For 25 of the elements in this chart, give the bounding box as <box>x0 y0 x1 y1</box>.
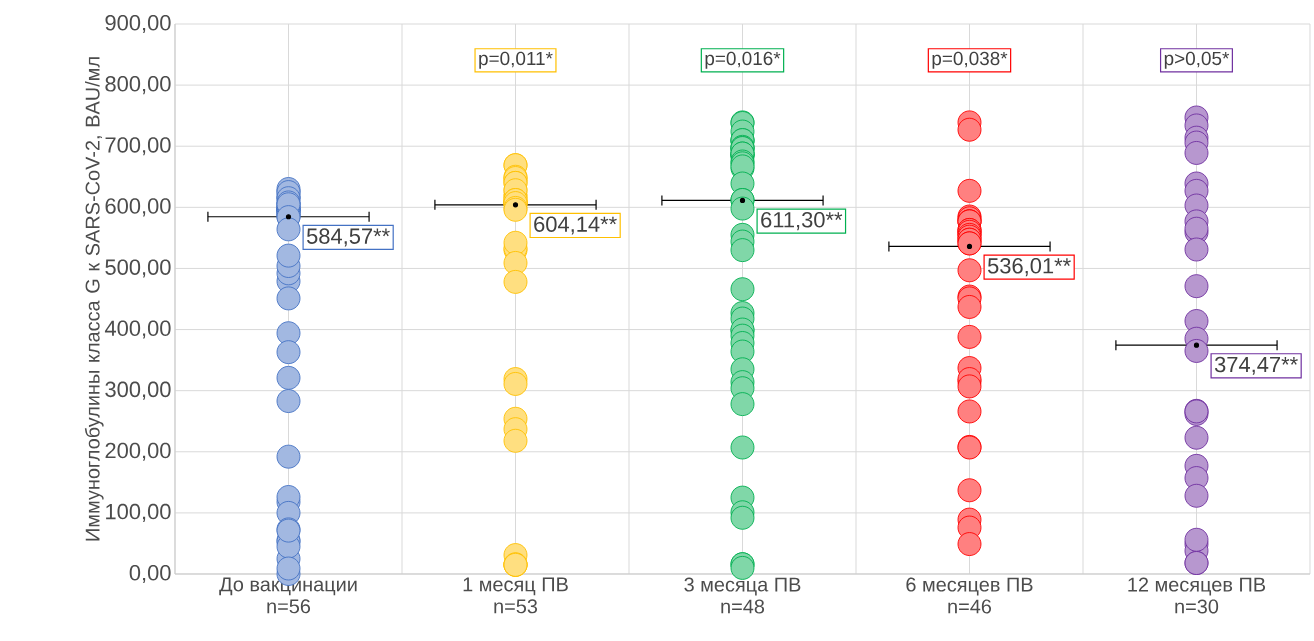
data-label: 584,57** <box>306 228 390 247</box>
y-tick-label: 300,00 <box>105 381 171 400</box>
y-tick-label: 800,00 <box>105 76 171 95</box>
annotation: p=0,016* <box>705 51 781 69</box>
data-label: 604,14** <box>534 216 617 235</box>
y-tick-label: 700,00 <box>105 137 171 156</box>
x-tick-label: 1 месяц ПВ n=53 <box>463 577 568 614</box>
y-tick-label: 600,00 <box>105 198 171 217</box>
x-tick-label: 12 месяцев ПВ n=30 <box>1128 577 1266 614</box>
y-tick-label: 0,00 <box>129 564 171 584</box>
annotation: p=0,038* <box>932 51 1008 69</box>
y-tick-label: 500,00 <box>105 259 171 278</box>
y-tick-label: 200,00 <box>105 442 171 461</box>
annotation: p>0,05* <box>1164 51 1230 69</box>
y-tick-label: 100,00 <box>106 503 171 522</box>
y-tick-label: 900,00 <box>105 14 171 34</box>
data-label: 611,30** <box>761 212 843 231</box>
y-axis-title: Иммуноглобулины класса G к SARS-CoV-2, BAU/мл <box>84 57 104 541</box>
x-tick-label: 6 месяцев ПВ n=46 <box>906 577 1033 614</box>
data-label: 374,47** <box>1214 356 1298 375</box>
y-tick-label: 400,00 <box>104 320 171 339</box>
data-label: 536,01** <box>987 258 1071 277</box>
annotation: p=0,011* <box>479 51 553 69</box>
x-tick-label: 3 месяца ПВ n=48 <box>684 577 801 614</box>
x-tick-label: До вакцинации n=56 <box>219 577 357 614</box>
